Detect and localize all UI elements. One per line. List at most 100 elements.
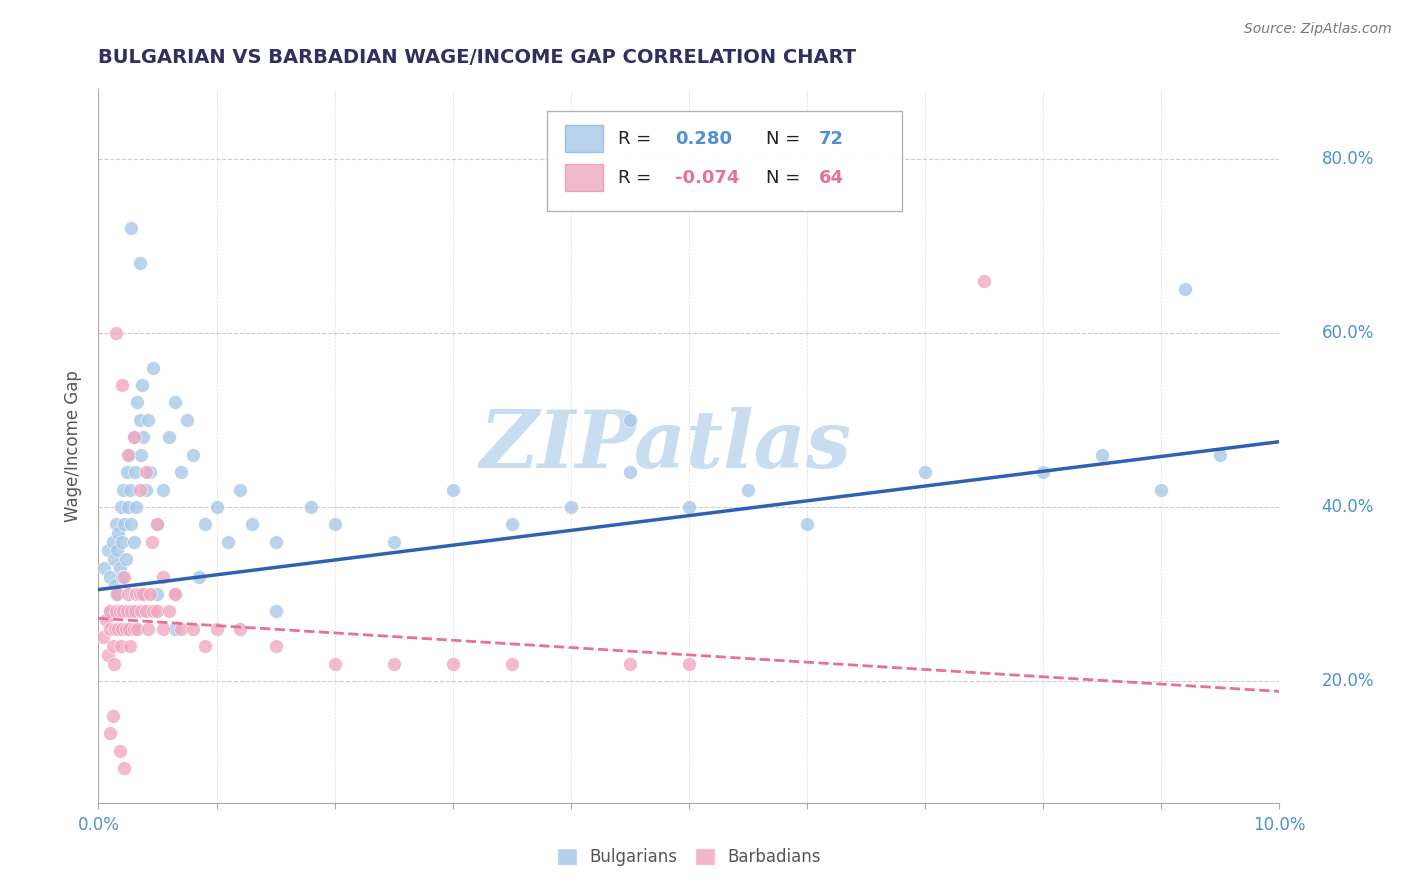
Y-axis label: Wage/Income Gap: Wage/Income Gap [65, 370, 83, 522]
Point [382, 657, 405, 671]
Point [122, 534, 145, 549]
Point [264, 534, 287, 549]
Point [205, 622, 228, 636]
Point [264, 639, 287, 653]
Point [136, 622, 159, 636]
Point [98, 569, 121, 583]
Text: 10.0%: 10.0% [1253, 816, 1306, 834]
Text: 72: 72 [818, 130, 844, 148]
Point [115, 465, 138, 479]
Text: -0.074: -0.074 [675, 169, 740, 187]
Point [619, 657, 641, 671]
Point [560, 500, 582, 514]
Point [678, 500, 700, 514]
Point [105, 543, 128, 558]
Text: 40.0%: 40.0% [1322, 498, 1374, 516]
Point [122, 430, 145, 444]
Text: 20.0%: 20.0% [1322, 672, 1374, 690]
Point [165, 395, 187, 409]
Point [112, 517, 135, 532]
Point [152, 622, 174, 636]
Point [103, 552, 125, 566]
Point [157, 604, 180, 618]
Legend: Bulgarians, Barbadians: Bulgarians, Barbadians [550, 841, 828, 873]
Point [121, 517, 143, 532]
Text: 60.0%: 60.0% [1322, 324, 1374, 342]
Point [194, 517, 217, 532]
Point [111, 622, 134, 636]
Point [914, 465, 936, 479]
Point [122, 430, 145, 444]
Point [108, 743, 131, 757]
Point [170, 622, 193, 636]
Point [441, 483, 464, 497]
Point [323, 517, 346, 532]
Point [111, 378, 134, 392]
Point [117, 448, 139, 462]
Point [139, 587, 162, 601]
Point [619, 465, 641, 479]
Point [105, 326, 128, 340]
Point [97, 648, 120, 662]
Text: 0.0%: 0.0% [77, 816, 120, 834]
Point [217, 534, 239, 549]
Point [101, 708, 124, 723]
Point [118, 622, 141, 636]
Point [104, 578, 127, 592]
Point [118, 448, 141, 462]
Point [146, 517, 169, 532]
Point [141, 534, 163, 549]
Text: 0.280: 0.280 [675, 130, 731, 148]
Point [1091, 448, 1114, 462]
Point [98, 604, 121, 618]
FancyBboxPatch shape [565, 125, 603, 152]
Point [111, 569, 134, 583]
Point [170, 465, 193, 479]
Point [98, 604, 121, 618]
Text: N =: N = [766, 169, 806, 187]
Point [120, 639, 142, 653]
Point [105, 587, 128, 601]
Point [205, 500, 228, 514]
Point [152, 483, 174, 497]
Point [105, 587, 128, 601]
Point [101, 534, 124, 549]
Point [97, 543, 120, 558]
Point [132, 587, 155, 601]
Point [501, 657, 523, 671]
Point [146, 604, 169, 618]
Point [105, 517, 128, 532]
Point [157, 430, 180, 444]
Point [98, 726, 121, 740]
Point [107, 622, 129, 636]
Text: Source: ZipAtlas.com: Source: ZipAtlas.com [1244, 22, 1392, 37]
Point [165, 622, 187, 636]
Point [128, 483, 150, 497]
Text: R =: R = [619, 130, 657, 148]
Point [187, 569, 209, 583]
Point [120, 483, 142, 497]
Point [122, 622, 145, 636]
Point [135, 465, 157, 479]
Point [94, 613, 117, 627]
Text: 80.0%: 80.0% [1322, 150, 1374, 168]
Point [124, 604, 146, 618]
Point [973, 274, 995, 288]
Point [117, 500, 139, 514]
Text: 64: 64 [818, 169, 844, 187]
Text: BULGARIAN VS BARBADIAN WAGE/INCOME GAP CORRELATION CHART: BULGARIAN VS BARBADIAN WAGE/INCOME GAP C… [98, 48, 856, 68]
Point [135, 483, 157, 497]
Text: ZIPatlas: ZIPatlas [479, 408, 852, 484]
Point [107, 526, 129, 541]
Point [110, 500, 132, 514]
Point [108, 561, 131, 575]
Point [146, 587, 169, 601]
Point [441, 657, 464, 671]
Point [128, 256, 150, 270]
Point [229, 622, 252, 636]
Point [1032, 465, 1054, 479]
Point [129, 448, 152, 462]
Point [1174, 282, 1197, 296]
Point [114, 622, 136, 636]
Point [115, 604, 138, 618]
